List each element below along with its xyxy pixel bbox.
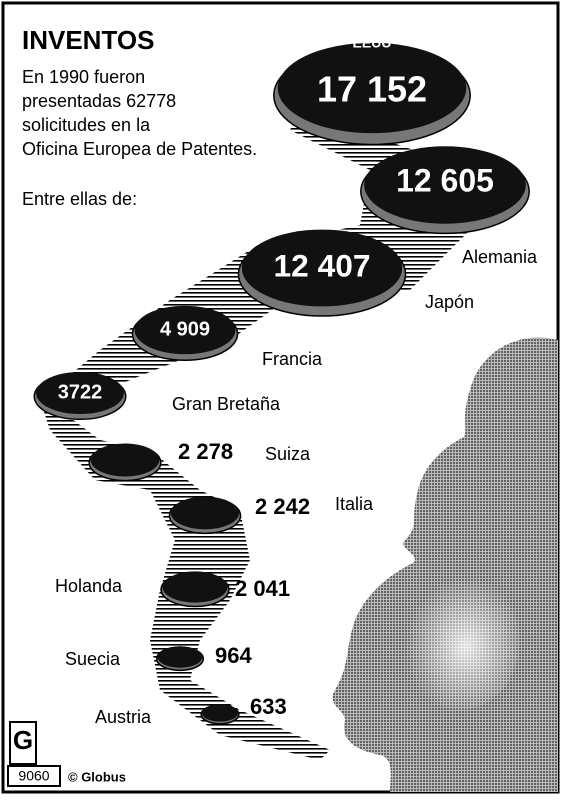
value-label: 2 041 — [235, 576, 290, 601]
subtitle-line: solicitudes en la — [22, 115, 151, 135]
source-code: 9060 — [18, 768, 49, 784]
title: INVENTOS — [22, 25, 154, 55]
value-label: 4 909 — [160, 318, 210, 340]
value-label: 2 242 — [255, 494, 310, 519]
category-label: Holanda — [55, 576, 123, 596]
category-label: Japón — [425, 292, 474, 312]
value-label: 964 — [215, 643, 252, 668]
value-label: 12 407 — [273, 247, 370, 283]
category-label: Italia — [335, 494, 374, 514]
value-label: 2 278 — [178, 439, 233, 464]
category-label: Austria — [95, 707, 152, 727]
disc — [171, 497, 239, 530]
category-label: Gran Bretaña — [172, 394, 281, 414]
category-label: Francia — [262, 349, 323, 369]
value-label: 3722 — [58, 381, 103, 403]
disc — [162, 571, 227, 602]
subtitle-line: Oficina Europea de Patentes. — [22, 139, 257, 159]
disc — [158, 646, 203, 667]
disc — [202, 704, 238, 721]
subtitle-line: presentadas 62778 — [22, 91, 176, 111]
source-logo: G — [13, 725, 33, 755]
value-label: 633 — [250, 694, 287, 719]
category-label: EEUU — [353, 35, 392, 51]
source: © Globus — [68, 769, 126, 784]
category-label: Suiza — [265, 444, 311, 464]
value-label: 17 152 — [317, 69, 427, 110]
disc — [91, 444, 160, 477]
intro: Entre ellas de: — [22, 189, 137, 209]
chart: INVENTOS En 1990 fueron presentadas 62778… — [0, 0, 561, 795]
category-label: Alemania — [462, 247, 538, 267]
category-label: Suecia — [65, 649, 121, 669]
subtitle-line: En 1990 fueron — [22, 67, 145, 87]
value-label: 12 605 — [396, 162, 494, 198]
